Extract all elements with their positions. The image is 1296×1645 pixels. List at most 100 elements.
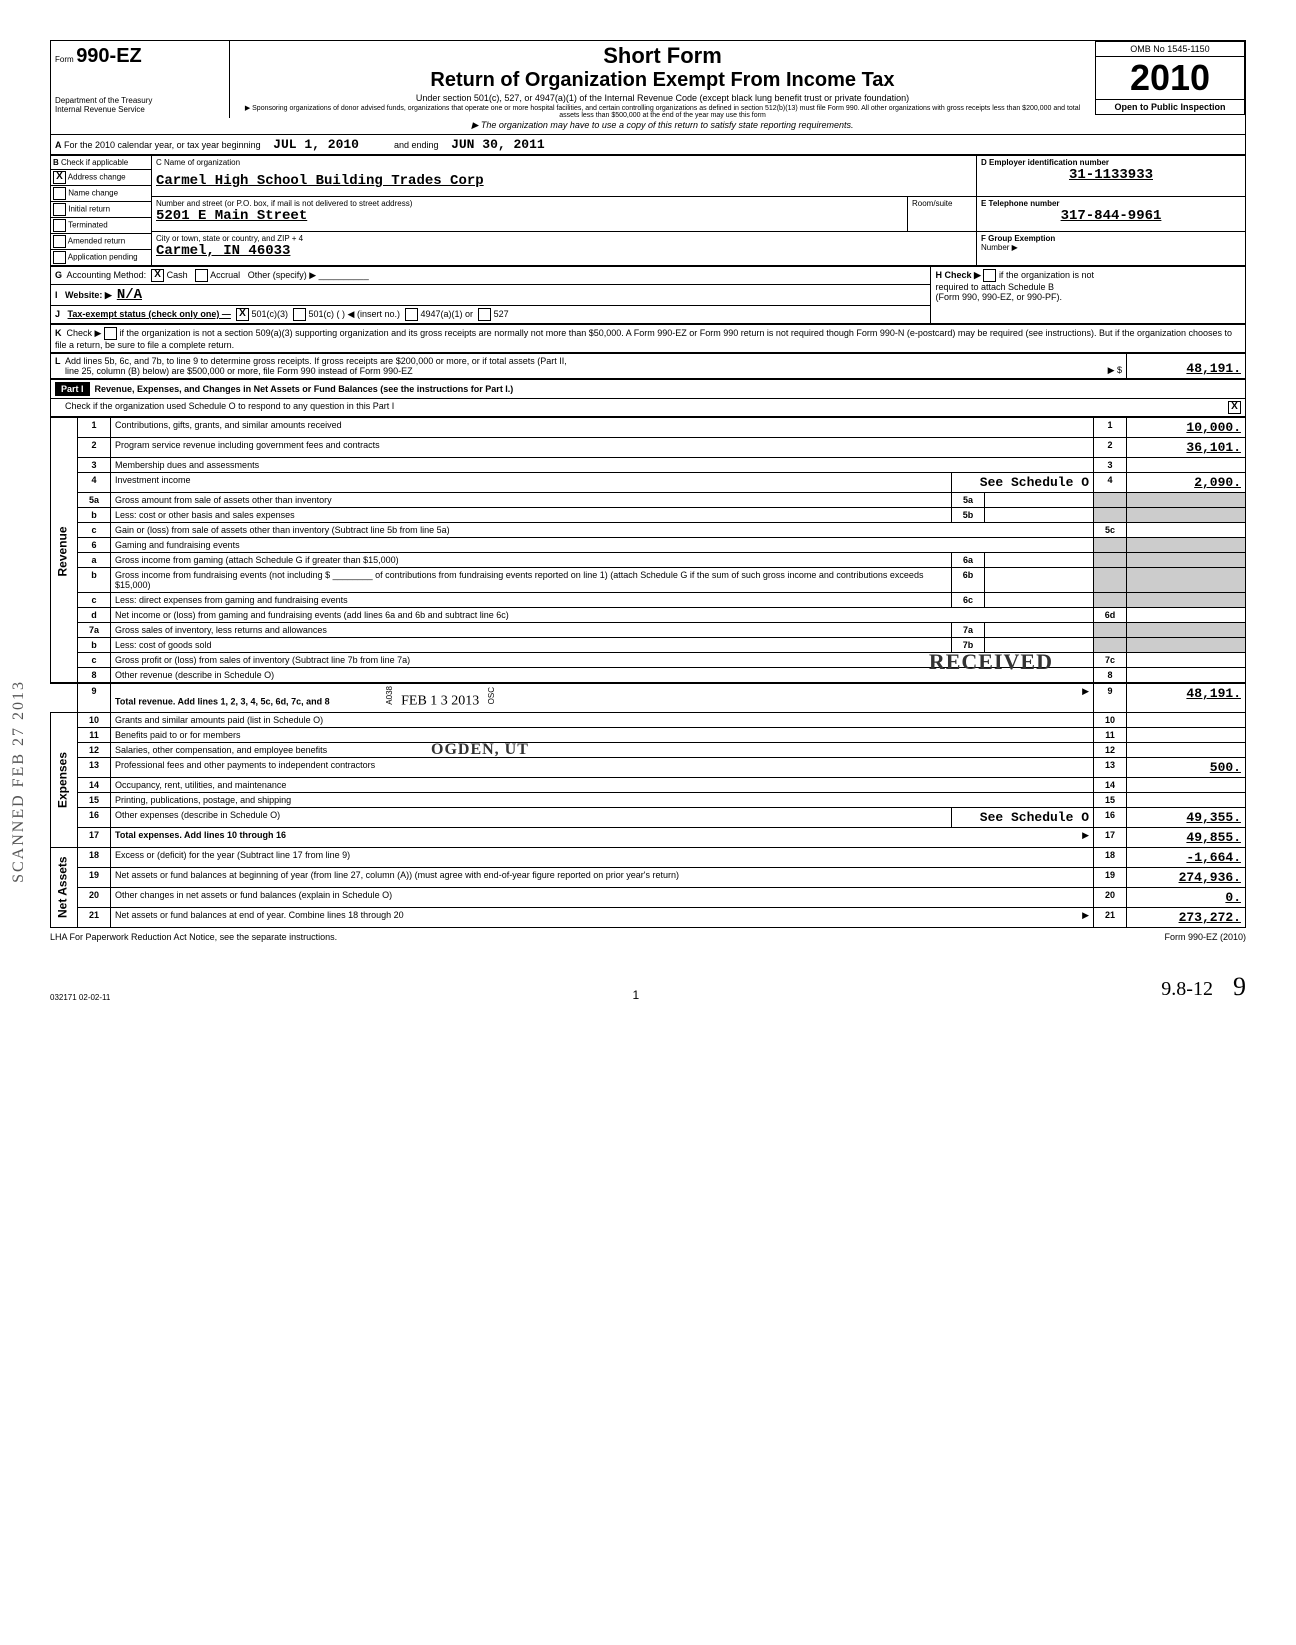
line-5c-val: [1127, 523, 1246, 538]
lha-notice: LHA For Paperwork Reduction Act Notice, …: [50, 932, 337, 942]
table-row: 20Other changes in net assets or fund ba…: [51, 887, 1246, 907]
line-5c-col: 5c: [1094, 523, 1127, 538]
line-15-label: Printing, publications, postage, and shi…: [111, 792, 1094, 807]
line-15-val: [1127, 792, 1246, 807]
handwritten-date: 9.8-12: [1161, 978, 1213, 1000]
lbl-cash: Cash: [167, 270, 188, 280]
line-5a-subcol: 5a: [952, 493, 985, 508]
line-18-val: -1,664.: [1186, 850, 1241, 865]
i-label: Website: ▶: [65, 290, 112, 300]
table-row: 3Membership dues and assessments 3: [51, 458, 1246, 473]
part1-header: Part I Revenue, Expenses, and Changes in…: [50, 379, 1246, 417]
lbl-insert-no: ) ◀ (insert no.): [342, 309, 400, 319]
cb-amended[interactable]: [53, 235, 66, 248]
f-label2: Number ▶: [981, 243, 1241, 252]
street-value: 5201 E Main Street: [156, 208, 903, 224]
form-header: Form 990-EZ Department of the Treasury I…: [50, 40, 1246, 135]
line-6b-label: Gross income from fundraising events (no…: [111, 568, 952, 593]
table-row: 5aGross amount from sale of assets other…: [51, 493, 1246, 508]
line-14-val: [1127, 777, 1246, 792]
title-short-form: Short Form: [236, 43, 1089, 69]
line-12-col: 12: [1094, 742, 1127, 757]
g-label: Accounting Method:: [67, 270, 147, 280]
line-12-label: Salaries, other compensation, and employ…: [115, 745, 327, 755]
line-2-col: 2: [1094, 438, 1127, 458]
cb-501c3[interactable]: X: [236, 308, 249, 321]
h-text2: required to attach Schedule B: [935, 282, 1241, 292]
h-text: if the organization is not: [999, 270, 1094, 280]
cb-4947[interactable]: [405, 308, 418, 321]
stamp-a038: A038: [385, 686, 394, 705]
line-6d-val: [1127, 608, 1246, 623]
form-number: 990-EZ: [76, 45, 142, 67]
line-12-val: [1127, 742, 1246, 757]
table-row: 12 Salaries, other compensation, and emp…: [51, 742, 1246, 757]
line-3-label: Membership dues and assessments: [111, 458, 1094, 473]
line-16-col: 16: [1094, 807, 1127, 827]
h-text3: (Form 990, 990-EZ, or 990-PF).: [935, 292, 1241, 302]
cb-terminated[interactable]: [53, 219, 66, 232]
table-row: 6Gaming and fundraising events: [51, 538, 1246, 553]
ein-value: 31-1133933: [981, 167, 1241, 183]
period-end: JUN 30, 2011: [451, 137, 545, 152]
lbl-terminated: Terminated: [68, 221, 108, 230]
h-label: H Check ▶: [935, 270, 980, 280]
lbl-527: 527: [494, 309, 509, 319]
table-row: dNet income or (loss) from gaming and fu…: [51, 608, 1246, 623]
line-9-val: 48,191.: [1186, 686, 1241, 701]
form-footer: LHA For Paperwork Reduction Act Notice, …: [50, 932, 1246, 942]
subtitle-3: ▶ The organization may have to use a cop…: [236, 120, 1089, 131]
l-text2: line 25, column (B) below) are $500,000 …: [65, 366, 413, 376]
line-18-col: 18: [1094, 847, 1127, 867]
line-20-val: 0.: [1225, 890, 1241, 905]
k-block: K Check ▶ if the organization is not a s…: [50, 324, 1246, 353]
cb-address-change[interactable]: X: [53, 171, 66, 184]
line-17-label: Total expenses. Add lines 10 through 16: [115, 830, 286, 840]
cb-k[interactable]: [104, 327, 117, 340]
line-5b-label: Less: cost or other basis and sales expe…: [111, 508, 952, 523]
cb-cash[interactable]: X: [151, 269, 164, 282]
cb-accrual[interactable]: [195, 269, 208, 282]
line-19-col: 19: [1094, 867, 1127, 887]
omb-number: OMB No 1545-1150: [1095, 41, 1245, 57]
table-row: bLess: cost or other basis and sales exp…: [51, 508, 1246, 523]
period-label: For the 2010 calendar year, or tax year …: [64, 140, 261, 150]
period-row: A For the 2010 calendar year, or tax yea…: [50, 135, 1246, 155]
line-6a-label: Gross income from gaming (attach Schedul…: [111, 553, 952, 568]
line-21-label: Net assets or fund balances at end of ye…: [115, 910, 404, 920]
cb-527[interactable]: [478, 308, 491, 321]
line-13-col: 13: [1094, 757, 1127, 777]
table-row: Net Assets 18Excess or (deficit) for the…: [51, 847, 1246, 867]
table-row: Expenses 10Grants and similar amounts pa…: [51, 712, 1246, 727]
l-block: L Add lines 5b, 6c, and 7b, to line 9 to…: [50, 353, 1246, 379]
cb-initial-return[interactable]: [53, 203, 66, 216]
cb-app-pending[interactable]: [53, 251, 66, 264]
line-17-col: 17: [1094, 827, 1127, 847]
table-row: 9 Total revenue. Add lines 1, 2, 3, 4, 5…: [51, 683, 1246, 712]
table-row: 15Printing, publications, postage, and s…: [51, 792, 1246, 807]
line-11-label: Benefits paid to or for members: [111, 727, 1094, 742]
cb-501c[interactable]: [293, 308, 306, 321]
line-6c-label: Less: direct expenses from gaming and fu…: [111, 593, 952, 608]
line-13-label: Professional fees and other payments to …: [111, 757, 1094, 777]
line-21-val: 273,272.: [1179, 910, 1241, 925]
table-row: 7aGross sales of inventory, less returns…: [51, 623, 1246, 638]
cb-h[interactable]: [983, 269, 996, 282]
table-row: 13Professional fees and other payments t…: [51, 757, 1246, 777]
line-3-col: 3: [1094, 458, 1127, 473]
line-1-label: Contributions, gifts, grants, and simila…: [111, 418, 1094, 438]
tax-year: 2010: [1095, 57, 1245, 100]
cb-schedule-o[interactable]: X: [1228, 401, 1241, 414]
line-16-label: Other expenses (describe in Schedule O): [111, 807, 952, 827]
line-6d-label: Net income or (loss) from gaming and fun…: [111, 608, 1094, 623]
l-text1: Add lines 5b, 6c, and 7b, to line 9 to d…: [65, 356, 567, 366]
lbl-4947: 4947(a)(1) or: [421, 309, 474, 319]
period-begin: JUL 1, 2010: [273, 137, 359, 152]
cb-name-change[interactable]: [53, 187, 66, 200]
lbl-name-change: Name change: [68, 189, 118, 198]
line-16-note: See Schedule O: [952, 807, 1094, 827]
table-row: 21 Net assets or fund balances at end of…: [51, 907, 1246, 927]
line-14-col: 14: [1094, 777, 1127, 792]
table-row: 17 Total expenses. Add lines 10 through …: [51, 827, 1246, 847]
org-name: Carmel High School Building Trades Corp: [156, 173, 972, 189]
